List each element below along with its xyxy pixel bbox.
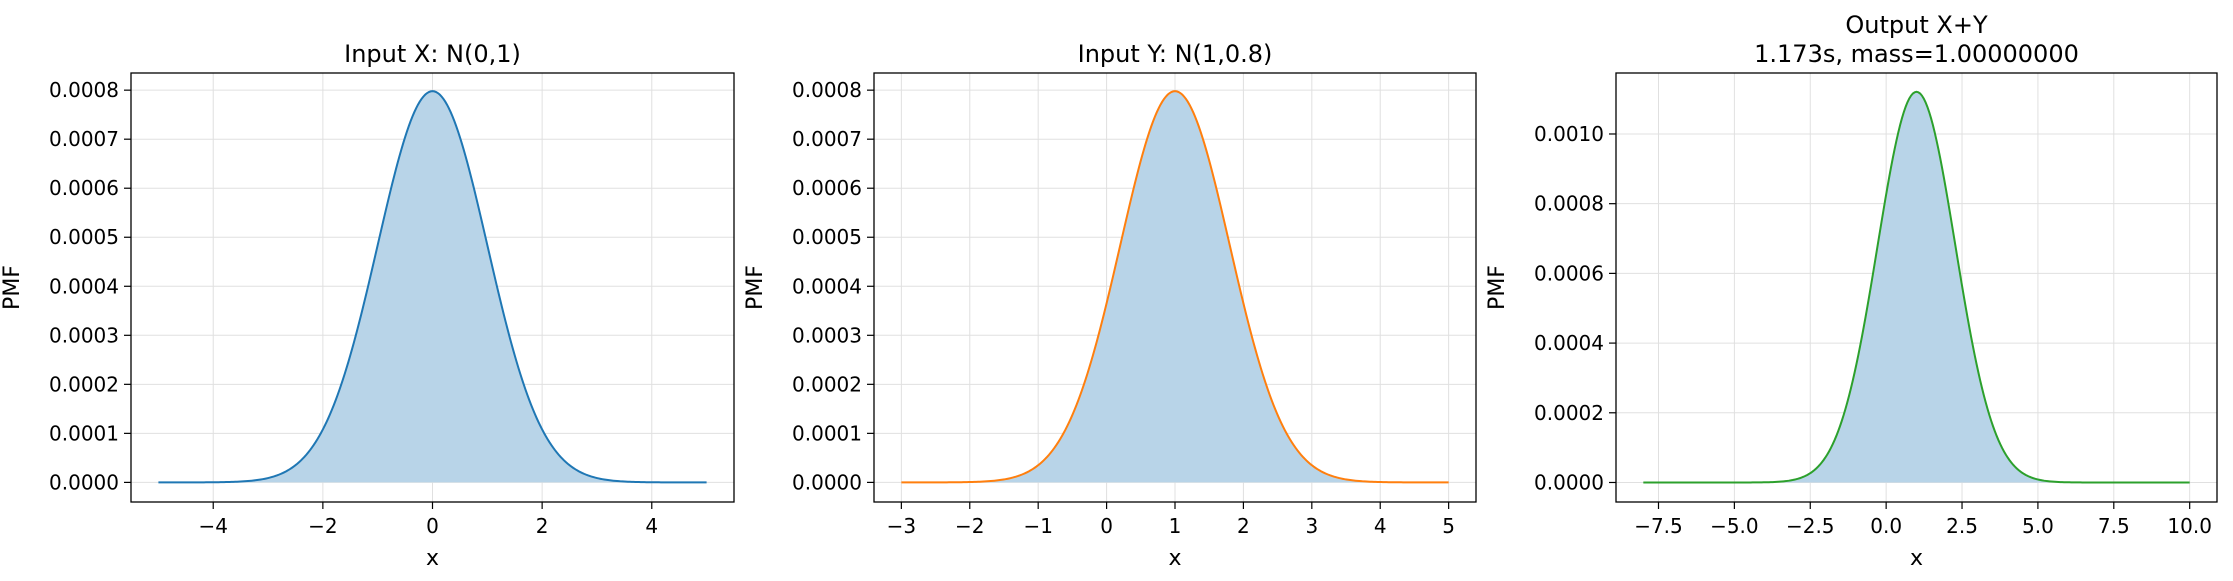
y-tick-label: 0.0005 <box>49 225 119 249</box>
pmf-line <box>158 90 707 484</box>
x-tick-label: 2 <box>536 514 549 538</box>
chart-title: Input X: N(0,1) <box>344 40 521 68</box>
y-tick-label: 0.0006 <box>792 176 862 200</box>
y-tick-label: 0.0001 <box>792 421 862 445</box>
x-tick-label: 0 <box>1100 514 1113 538</box>
y-axis-label: PMF <box>743 265 768 310</box>
x-tick-label: 2 <box>1237 514 1250 538</box>
chart-subtitle: 1.173s, mass=1.00000000 <box>1754 40 2079 68</box>
chart-title: Output X+Y <box>1845 11 1988 39</box>
y-axis-label: PMF <box>0 265 25 310</box>
x-axis-label: x <box>1168 546 1181 571</box>
plot-frame <box>1615 72 2218 503</box>
y-tick-label: 0.0002 <box>49 372 119 396</box>
x-tick-label: 10.0 <box>2167 514 2212 538</box>
y-axis-label: PMF <box>1485 265 1510 310</box>
pmf-fill-area <box>901 91 1449 483</box>
x-axis-label: x <box>426 546 439 571</box>
pmf-fill-area <box>1643 91 2190 483</box>
x-tick-label: 5.0 <box>2022 514 2054 538</box>
pmf-line <box>901 90 1449 484</box>
x-tick-label: −7.5 <box>1634 514 1683 538</box>
y-tick-label: 0.0008 <box>792 78 862 102</box>
x-tick-label: 0.0 <box>1870 514 1902 538</box>
y-tick-label: 0.0003 <box>792 323 862 347</box>
x-tick-label: −2.5 <box>1786 514 1835 538</box>
x-tick-label: 7.5 <box>2098 514 2130 538</box>
y-tick-label: 0.0008 <box>1534 192 1604 216</box>
chart-panel-1: −4 −2 0 2 4 0.0000 0.0001 0.0002 0.0003 0.0004 0.0… <box>0 40 735 571</box>
x-tick-label: 4 <box>1374 514 1387 538</box>
y-tick-label: 0.0007 <box>49 127 119 151</box>
x-tick-label: −4 <box>198 514 227 538</box>
pmf-line <box>1643 90 2190 484</box>
y-tick-label: 0.0006 <box>1534 261 1604 285</box>
chart-panel-3: −7.5 −5.0 −2.5 0.0 2.5 5.0 7.5 10.0 0.0000 0.0002… <box>1485 11 2218 571</box>
y-tick-label: 0.0004 <box>49 274 119 298</box>
y-tick-label: 0.0005 <box>792 225 862 249</box>
chart-panel-2: −3 −2 −1 0 1 2 3 4 5 0.0000 0.0001 0.0002 0.0003 0.00… <box>743 40 1477 571</box>
x-tick-label: 4 <box>645 514 658 538</box>
x-tick-label: 2.5 <box>1946 514 1978 538</box>
x-tick-label: 5 <box>1442 514 1455 538</box>
y-tick-label: 0.0010 <box>1534 122 1604 146</box>
x-tick-label: 3 <box>1305 514 1318 538</box>
x-axis-label: x <box>1910 546 1923 571</box>
y-tick-label: 0.0006 <box>49 176 119 200</box>
y-tick-label: 0.0001 <box>49 421 119 445</box>
x-tick-label: −3 <box>887 514 916 538</box>
y-tick-label: 0.0008 <box>49 78 119 102</box>
x-tick-label: −5.0 <box>1710 514 1759 538</box>
y-tick-label: 0.0007 <box>792 127 862 151</box>
x-tick-label: −1 <box>1023 514 1052 538</box>
y-tick-label: 0.0000 <box>792 470 862 494</box>
x-tick-label: −2 <box>955 514 984 538</box>
x-tick-label: 1 <box>1169 514 1182 538</box>
y-tick-label: 0.0000 <box>1534 470 1604 494</box>
y-tick-label: 0.0002 <box>1534 401 1604 425</box>
pmf-fill-area <box>158 91 707 483</box>
y-tick-label: 0.0003 <box>49 323 119 347</box>
x-tick-label: 0 <box>426 514 439 538</box>
chart-title: Input Y: N(1,0.8) <box>1078 40 1273 68</box>
y-tick-label: 0.0002 <box>792 372 862 396</box>
y-tick-label: 0.0000 <box>49 470 119 494</box>
y-tick-label: 0.0004 <box>792 274 862 298</box>
y-tick-label: 0.0004 <box>1534 331 1604 355</box>
x-tick-label: −2 <box>308 514 337 538</box>
